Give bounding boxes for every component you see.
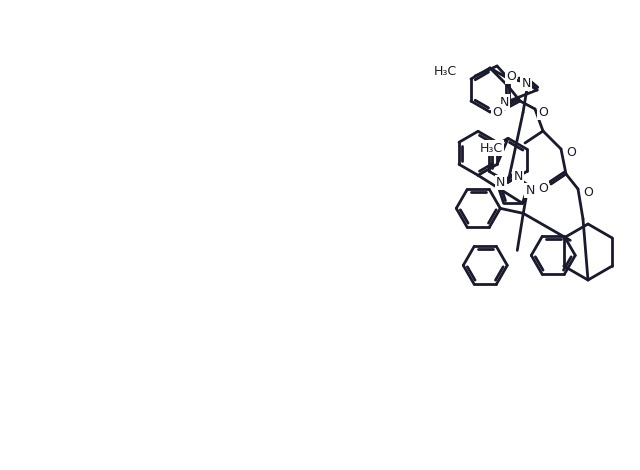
Text: O: O bbox=[538, 105, 548, 118]
Text: N: N bbox=[513, 170, 523, 183]
Text: N: N bbox=[525, 184, 535, 197]
Text: N: N bbox=[522, 77, 531, 90]
Text: N: N bbox=[496, 176, 506, 189]
Text: N: N bbox=[499, 95, 509, 109]
Text: H₃C: H₃C bbox=[480, 141, 503, 155]
Text: H₃C: H₃C bbox=[434, 64, 457, 78]
Text: O: O bbox=[583, 186, 593, 198]
Text: O: O bbox=[538, 182, 548, 196]
Text: O: O bbox=[492, 105, 502, 118]
Text: O: O bbox=[506, 70, 516, 83]
Text: O: O bbox=[566, 146, 576, 158]
